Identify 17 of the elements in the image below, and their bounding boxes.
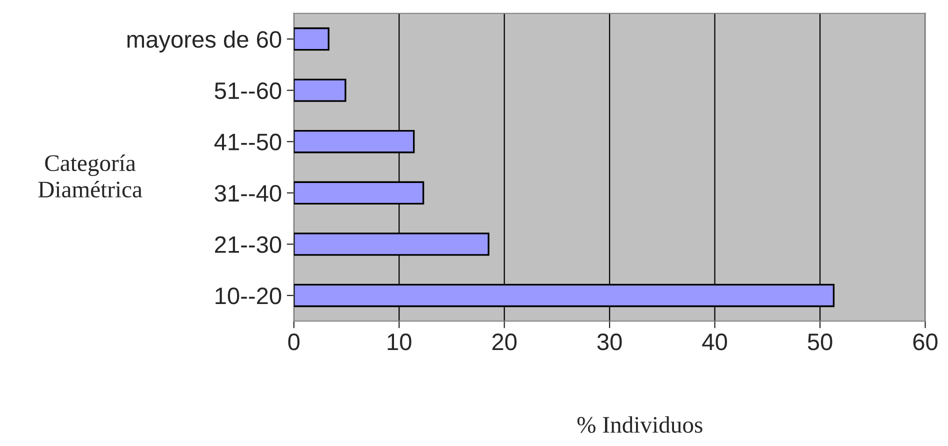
x-tick-label: 20 <box>492 334 517 350</box>
y-tick-label: mayores de 60 <box>127 30 282 52</box>
x-tick-label: 50 <box>808 334 832 350</box>
bar <box>294 78 346 102</box>
x-tick-label: 0 <box>288 334 300 350</box>
y-tick-label: 41--50 <box>214 134 282 150</box>
y-tick-label: 21--30 <box>215 236 282 253</box>
y-axis-title: Categoría Diamétrica <box>38 154 142 198</box>
x-tick-label: 40 <box>702 334 727 350</box>
y-tick-label: 10--20 <box>216 288 282 304</box>
x-tick-label: 60 <box>913 334 938 350</box>
y-tick-label: 31--40 <box>214 184 282 202</box>
y-tick-label: 51--60 <box>214 82 282 100</box>
x-tick-label: 30 <box>597 334 622 350</box>
x-axis-title: % Individuos <box>577 416 702 433</box>
x-tick-label: 10 <box>388 334 412 350</box>
bar <box>294 27 330 51</box>
